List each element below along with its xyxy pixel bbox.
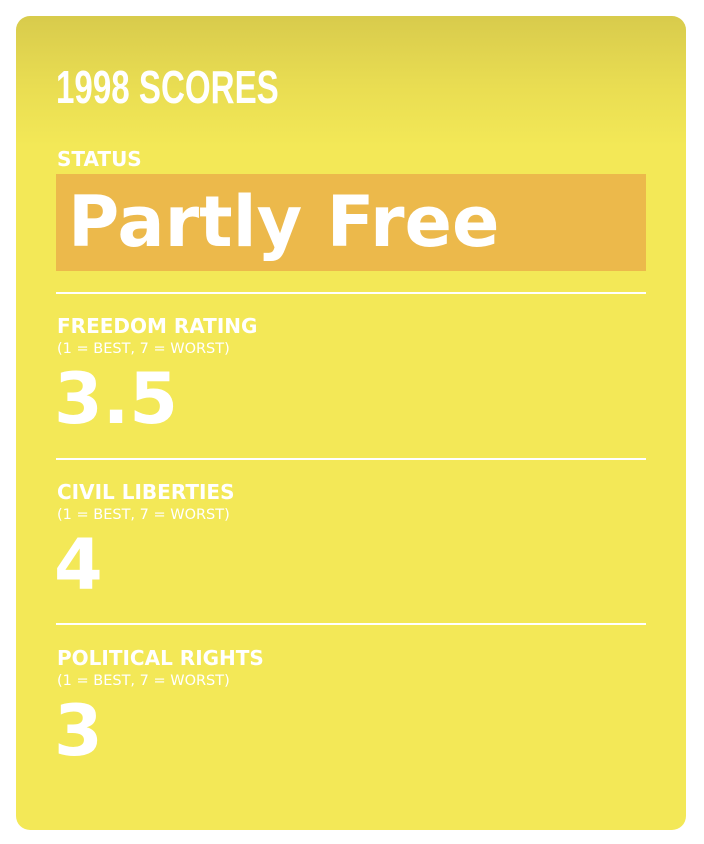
political-rights-value: 3 <box>54 690 103 772</box>
card-title: 1998 SCORES <box>56 61 279 113</box>
freedom-rating-scale: (1 = BEST, 7 = WORST) <box>57 341 230 357</box>
status-value: Partly Free <box>68 181 500 263</box>
status-badge: Partly Free <box>56 174 646 271</box>
freedom-rating-label: FREEDOM RATING <box>57 314 258 338</box>
divider <box>56 623 646 625</box>
political-rights-label: POLITICAL RIGHTS <box>57 646 264 670</box>
divider <box>56 458 646 460</box>
political-rights-scale: (1 = BEST, 7 = WORST) <box>57 673 230 689</box>
civil-liberties-label: CIVIL LIBERTIES <box>57 480 235 504</box>
scores-card: 1998 SCORES STATUS Partly Free FREEDOM R… <box>16 16 686 830</box>
freedom-rating-value: 3.5 <box>54 358 179 440</box>
civil-liberties-scale: (1 = BEST, 7 = WORST) <box>57 507 230 523</box>
status-label: STATUS <box>57 147 142 171</box>
divider <box>56 292 646 294</box>
civil-liberties-value: 4 <box>54 524 103 606</box>
